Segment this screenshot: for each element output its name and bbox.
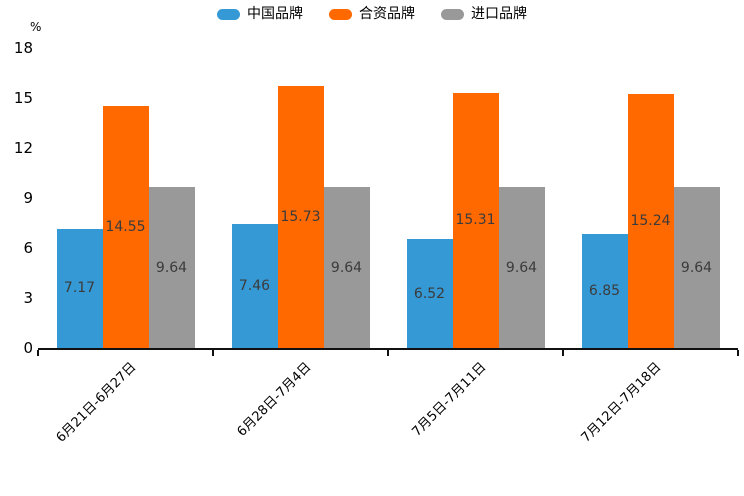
bar-进口品牌-7月5日-7月11日 <box>498 187 545 348</box>
legend-swatch <box>217 8 240 20</box>
bar-合资品牌-6月28日-7月4日 <box>277 85 324 348</box>
legend-label: 进口品牌 <box>471 6 527 22</box>
bar-中国品牌-7月5日-7月11日 <box>406 239 453 348</box>
bar-进口品牌-6月21日-6月27日 <box>148 187 195 348</box>
bar-value-label: 6.85 <box>588 282 621 299</box>
bar-value-label: 9.64 <box>680 259 713 276</box>
y-axis-tick-label: 3 <box>23 289 33 307</box>
x-axis-line <box>38 348 738 350</box>
bar-value-label: 7.17 <box>63 280 96 297</box>
x-axis-tick <box>562 350 564 356</box>
x-axis-tick <box>387 350 389 356</box>
y-axis-tick-label: 9 <box>23 189 33 207</box>
legend-item-进口品牌[interactable]: 进口品牌 <box>441 6 527 22</box>
legend-item-中国品牌[interactable]: 中国品牌 <box>217 6 303 22</box>
y-axis-tick-label: 15 <box>13 89 33 107</box>
legend-label: 中国品牌 <box>247 6 303 22</box>
x-axis-category-label: 7月5日-7月11日 <box>408 359 489 440</box>
bar-value-label: 6.52 <box>413 285 446 302</box>
x-axis-category-label: 6月21日-6月27日 <box>53 359 139 446</box>
y-axis-unit-label: % <box>30 20 42 34</box>
bar-进口品牌-6月28日-7月4日 <box>323 187 370 348</box>
bar-中国品牌-6月21日-6月27日 <box>56 228 103 348</box>
bar-value-label: 9.64 <box>155 259 188 276</box>
x-axis-category-label: 6月28日-7月4日 <box>233 359 314 440</box>
bar-中国品牌-6月28日-7月4日 <box>231 223 278 348</box>
x-axis-category-label: 7月12日-7月18日 <box>578 359 664 446</box>
y-axis-tick-label: 12 <box>13 139 33 157</box>
chart-legend: 中国品牌 合资品牌 进口品牌 <box>0 6 744 22</box>
bar-合资品牌-7月12日-7月18日 <box>627 94 674 348</box>
bar-进口品牌-7月12日-7月18日 <box>673 187 720 348</box>
legend-swatch <box>441 8 464 20</box>
bar-value-label: 15.31 <box>455 212 496 229</box>
legend-item-合资品牌[interactable]: 合资品牌 <box>329 6 415 22</box>
bar-value-label: 15.24 <box>630 213 671 229</box>
y-axis-tick-label: 0 <box>23 339 33 357</box>
bar-合资品牌-7月5日-7月11日 <box>452 92 499 348</box>
x-axis-tick <box>37 350 39 356</box>
legend-swatch <box>329 8 352 20</box>
y-axis-tick-label: 18 <box>13 39 33 57</box>
bar-中国品牌-7月12日-7月18日 <box>581 233 628 348</box>
bar-value-label: 7.46 <box>238 277 271 294</box>
bar-value-label: 15.73 <box>280 208 321 225</box>
bar-value-label: 9.64 <box>505 259 538 276</box>
legend-label: 合资品牌 <box>359 6 415 22</box>
bar-合资品牌-6月21日-6月27日 <box>102 105 149 348</box>
x-axis-tick <box>212 350 214 356</box>
bar-value-label: 14.55 <box>105 218 146 235</box>
y-axis-tick-label: 6 <box>23 239 33 257</box>
x-axis-tick <box>737 350 739 356</box>
bar-value-label: 9.64 <box>330 259 363 276</box>
